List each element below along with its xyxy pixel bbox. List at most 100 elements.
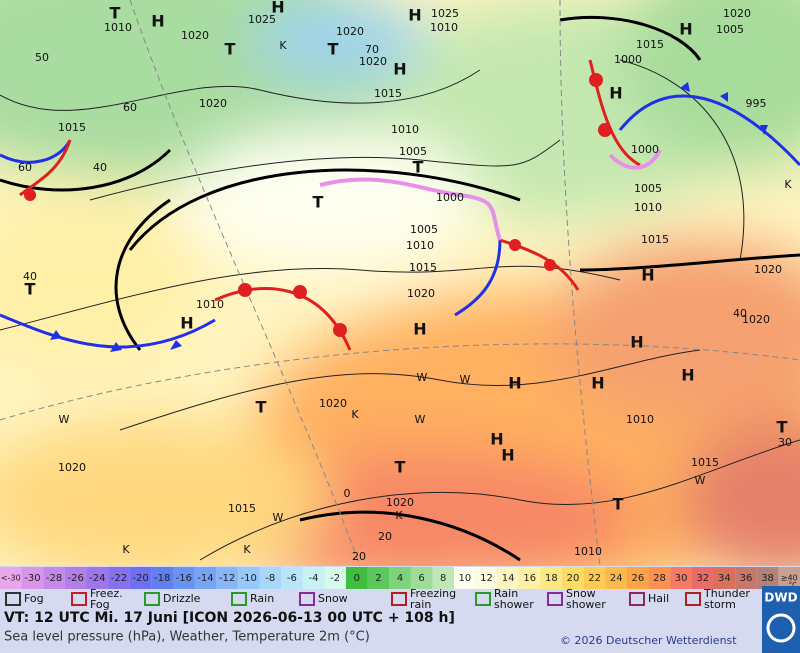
map-label: 1020 xyxy=(199,97,227,110)
scale-label: 22 xyxy=(588,573,601,584)
scale-label: -12 xyxy=(219,573,235,584)
map-label: 995 xyxy=(746,97,767,110)
map-label: W xyxy=(273,511,284,524)
scale-label: -24 xyxy=(89,573,105,584)
pressure-center: T xyxy=(613,495,624,514)
scale-cell xyxy=(194,567,217,589)
scale-cell xyxy=(756,567,779,589)
legend-icon xyxy=(629,592,645,606)
scale-label: 32 xyxy=(696,573,709,584)
map-label: 1005 xyxy=(634,182,662,195)
scale-cell xyxy=(367,567,390,589)
map-label: 1020 xyxy=(407,287,435,300)
pressure-center: T xyxy=(225,40,236,59)
scale-cell xyxy=(627,567,649,589)
pressure-center: T xyxy=(395,458,406,477)
valid-time: VT: 12 UTC Mi. 17 Juni [ICON 2026-06-13 … xyxy=(4,610,455,626)
scale-cell xyxy=(216,567,238,589)
scale-label: -20 xyxy=(132,573,148,584)
map-label: 1000 xyxy=(614,53,642,66)
scale-cell xyxy=(540,567,563,589)
scale-label: 14 xyxy=(502,573,515,584)
map-label: 1000 xyxy=(436,191,464,204)
scale-label: 20 xyxy=(567,573,580,584)
temperature-scale: <-30 -30 -28 -26 -24 -22 -20 -18 -16 -14 -12 -10 -8-… xyxy=(0,567,800,589)
map-label: 1010 xyxy=(196,298,224,311)
map-label: 1020 xyxy=(58,461,86,474)
map-label: 1005 xyxy=(716,23,744,36)
map-label: K xyxy=(784,178,792,191)
map-label: 1010 xyxy=(574,545,602,558)
pressure-center: H xyxy=(641,266,654,285)
map-label: 1020 xyxy=(319,397,347,410)
scale-cell xyxy=(562,567,584,589)
map-label: 1015 xyxy=(228,502,256,515)
legend-icon xyxy=(685,592,701,606)
map-label: 1015 xyxy=(58,121,86,134)
pressure-center: H xyxy=(180,314,193,333)
scale-cell xyxy=(475,567,498,589)
map-label: K xyxy=(279,39,287,52)
pressure-center: H xyxy=(508,374,521,393)
map-label: 1010 xyxy=(430,21,458,34)
map-label: 1015 xyxy=(641,233,669,246)
scale-label: 18 xyxy=(545,573,558,584)
map-label: W xyxy=(415,413,426,426)
scale-unit: °C xyxy=(789,581,798,589)
scale-cell xyxy=(324,567,346,589)
scale-label: -22 xyxy=(111,573,127,584)
copyright: © 2026 Deutscher Wetterdienst xyxy=(560,634,737,647)
map-label: 1010 xyxy=(104,21,132,34)
scale-cell xyxy=(410,567,433,589)
map-label: 1020 xyxy=(754,263,782,276)
scale-cell xyxy=(735,567,757,589)
scale-cell xyxy=(259,567,282,589)
legend-label: Freez. Fog xyxy=(90,587,123,611)
scale-label: 16 xyxy=(523,573,536,584)
pressure-center: H xyxy=(151,12,164,31)
pressure-center: H xyxy=(681,366,694,385)
map-label: 1000 xyxy=(631,143,659,156)
legend-icon xyxy=(71,592,87,606)
legend-label: Snow shower xyxy=(566,587,606,611)
scale-label: ≥40 xyxy=(781,574,798,583)
pressure-center: T xyxy=(777,418,788,437)
legend-icon xyxy=(299,592,315,606)
scale-label: -16 xyxy=(176,573,192,584)
map-label: 1020 xyxy=(723,7,751,20)
pressure-center: H xyxy=(393,60,406,79)
scale-cell xyxy=(108,567,130,589)
scale-label: 36 xyxy=(740,573,753,584)
pressure-center: H xyxy=(490,430,503,449)
scale-label: 30 xyxy=(675,573,688,584)
weather-legend: Fog Freez. Fog Drizzle Rain Snow Freezing rain R… xyxy=(5,587,750,611)
map-label: 1025 xyxy=(431,7,459,20)
map-label: 40 xyxy=(733,307,747,320)
pressure-center: H xyxy=(591,374,604,393)
pressure-center: H xyxy=(630,333,643,352)
scale-cell xyxy=(518,567,541,589)
scale-cell xyxy=(345,567,368,589)
scale-label: 12 xyxy=(480,573,493,584)
map-label: 1010 xyxy=(391,123,419,136)
scale-cell xyxy=(43,567,65,589)
map-label: 60 xyxy=(18,161,32,174)
map-label: 1020 xyxy=(742,313,770,326)
map-label: 40 xyxy=(93,161,107,174)
pressure-center: T xyxy=(256,398,267,417)
scale-label: 24 xyxy=(610,573,623,584)
logo-icon xyxy=(766,613,796,643)
scale-label: 8 xyxy=(440,573,446,584)
map-label: 1005 xyxy=(410,223,438,236)
map-label: W xyxy=(59,413,70,426)
scale-cell xyxy=(583,567,606,589)
scale-cell xyxy=(151,567,173,589)
map-label: 1005 xyxy=(399,145,427,158)
scale-cell xyxy=(281,567,303,589)
map-label: 50 xyxy=(35,51,49,64)
scale-cell xyxy=(302,567,325,589)
pressure-center: H xyxy=(609,84,622,103)
scale-label: 4 xyxy=(397,573,403,584)
scale-cell xyxy=(86,567,109,589)
map-label: 1015 xyxy=(636,38,664,51)
